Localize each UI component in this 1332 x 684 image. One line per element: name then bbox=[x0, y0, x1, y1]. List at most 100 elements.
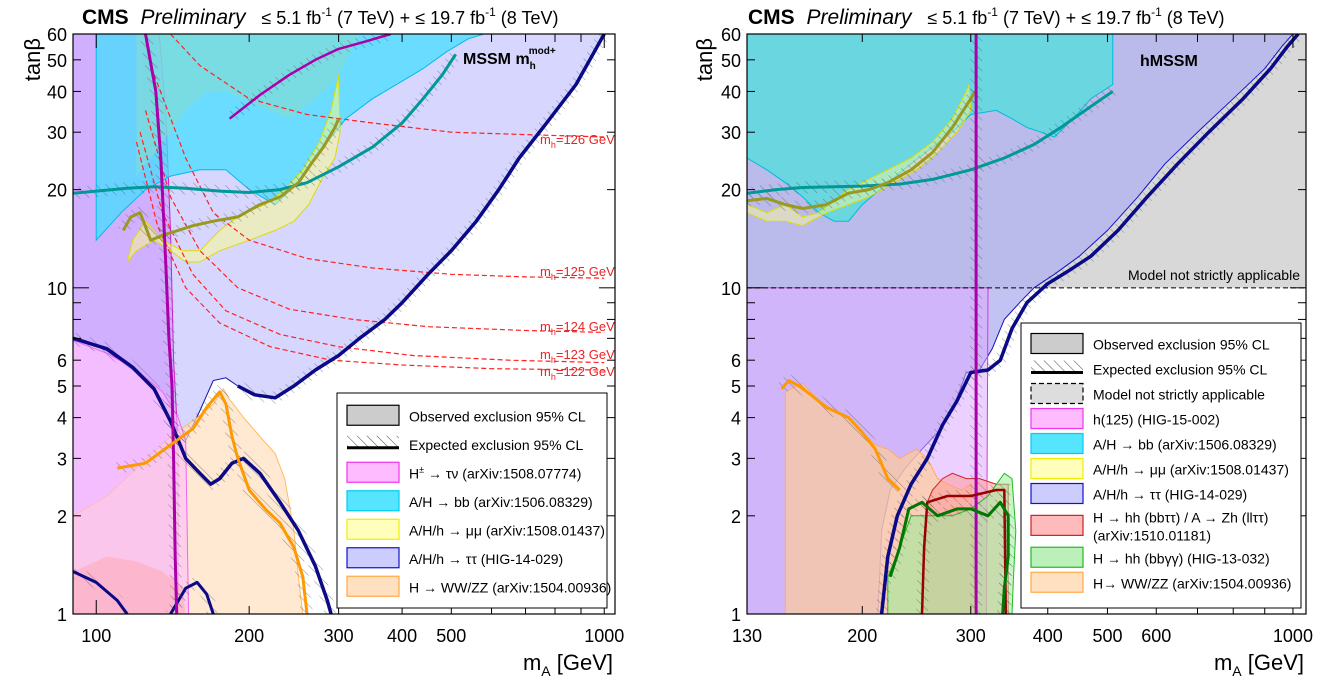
y-tick-label: 20 bbox=[721, 181, 741, 201]
legend-entry-hh_bbgg: H → hh (bbγγ) (HIG-13-032) bbox=[1030, 546, 1270, 568]
y-tick-label: 6 bbox=[57, 351, 67, 371]
left-axes: 100 200 300 400 500 1000 1 2 3 4 5 6 10 20 30 40 50 60 bbox=[47, 25, 624, 646]
right-frame bbox=[746, 33, 1307, 615]
right-panel: CMS Preliminary ≤ 5.1 fb-1 (7 TeV) + ≤ 1… bbox=[692, 5, 1313, 679]
y-tick-label: 10 bbox=[47, 279, 67, 299]
legend-swatch bbox=[1030, 382, 1084, 405]
legend-label: Observed exclusion 95% CL bbox=[409, 408, 586, 424]
legend-entry-bb: A/H → bb (arXiv:1506.08329) bbox=[346, 490, 593, 512]
left-header: CMS Preliminary ≤ 5.1 fb-1 (7 TeV) + ≤ 1… bbox=[82, 5, 559, 29]
y-tick-label: 40 bbox=[47, 82, 67, 102]
legend-label: h(125) (HIG-15-002) bbox=[1093, 412, 1220, 428]
legend-entry-h125: h(125) (HIG-15-002) bbox=[1030, 407, 1220, 430]
legend-entry-exp: Expected exclusion 95% CL bbox=[347, 435, 584, 453]
line-exp_mumu bbox=[121, 118, 340, 242]
legend-label: Observed exclusion 95% CL bbox=[1093, 337, 1270, 353]
cms-label: CMS bbox=[748, 6, 795, 29]
legend-entry-hh_bbtt: H → hh (bbττ) / A → Zh (llττ) (arXiv:1510… bbox=[1030, 509, 1268, 543]
legend-entry-nsa: Model not strictly applicable bbox=[1030, 382, 1265, 405]
y-tick-label: 2 bbox=[57, 507, 67, 527]
left-legend: Observed exclusion 95% CL Expected exclus… bbox=[336, 392, 611, 609]
legend-entry-wwzz: H→ WW/ZZ (arXiv:1504.00936) bbox=[1030, 571, 1291, 593]
mh-label: mh=126 GeV bbox=[540, 132, 615, 150]
x-tick-label: 100 bbox=[81, 626, 111, 646]
right-plot-area bbox=[747, 34, 1306, 614]
line-exp_tautau_right bbox=[236, 34, 606, 400]
line-exp_hpm bbox=[144, 34, 179, 614]
mh-label: mh=122 GeV bbox=[540, 364, 615, 382]
right-ylabel: tanβ bbox=[692, 38, 717, 81]
legend-label: A/H/h → μμ (arXiv:1508.01437) bbox=[1093, 462, 1289, 478]
line-exp_tautau bbox=[879, 34, 1300, 614]
mh-label: mh=123 GeV bbox=[540, 347, 615, 365]
x-tick-label: 500 bbox=[1092, 626, 1122, 646]
line-exp_mumu bbox=[747, 90, 977, 210]
legend-label: A/H → bb (arXiv:1506.08329) bbox=[409, 494, 593, 510]
legend-entry-mumu: A/H/h → μμ (arXiv:1508.01437) bbox=[346, 518, 605, 540]
cms-label: CMS bbox=[82, 6, 129, 29]
legend-label: H± → τν (arXiv:1508.07774) bbox=[409, 464, 581, 481]
y-tick-label: 50 bbox=[47, 51, 67, 71]
region-red_low bbox=[73, 556, 186, 614]
left-frame bbox=[72, 33, 616, 615]
x-tick-label: 400 bbox=[1033, 626, 1063, 646]
legend-swatch bbox=[1030, 407, 1084, 430]
mh-label: mh=125 GeV bbox=[540, 264, 615, 282]
legend-swatch bbox=[346, 490, 400, 512]
mh-label: mh=124 GeV bbox=[540, 319, 615, 337]
right-axes: 130 200 300 400 500 600 1000 1 2 3 4 5 6 10 20 30 40 50 60 bbox=[721, 25, 1313, 646]
legend-entry-exp: Expected exclusion 95% CL bbox=[1031, 360, 1268, 378]
line-exp_tautau bbox=[73, 336, 333, 614]
x-tick-label: 130 bbox=[732, 626, 762, 646]
legend-label-2: (arXiv:1510.01181) bbox=[1093, 527, 1211, 543]
line-exp_hpm_top bbox=[228, 34, 392, 120]
legend-swatch bbox=[1030, 514, 1084, 536]
line-exp_bbtt bbox=[920, 488, 1008, 614]
legend-entry-hpm: H± → τν (arXiv:1508.07774) bbox=[346, 461, 581, 483]
line-exp_wwzz bbox=[117, 390, 309, 614]
legend-swatch bbox=[346, 547, 400, 569]
legend-entry-tautau: A/H/h → ττ (HIG-14-029) bbox=[346, 547, 563, 569]
y-tick-label: 20 bbox=[47, 181, 67, 201]
mh-contour-4 bbox=[135, 141, 605, 371]
y-tick-label: 30 bbox=[721, 123, 741, 143]
y-tick-label: 6 bbox=[731, 351, 741, 371]
x-tick-label: 300 bbox=[324, 626, 354, 646]
legend-entry-bb: A/H → bb (arXiv:1506.08329) bbox=[1030, 432, 1277, 455]
legend-label: H → WW/ZZ (arXiv:1504.00936) bbox=[409, 579, 611, 595]
legend-label: A/H/h → μμ (arXiv:1508.01437) bbox=[409, 522, 605, 538]
y-tick-label: 4 bbox=[731, 409, 741, 429]
x-tick-label: 1000 bbox=[1273, 626, 1313, 646]
legend-entry-tautau: A/H/h → ττ (HIG-14-029) bbox=[1030, 482, 1247, 505]
right-xlabel: mA [GeV] bbox=[1214, 650, 1304, 679]
legend-label: A/H/h → ττ (HIG-14-029) bbox=[1093, 487, 1247, 503]
x-tick-label: 500 bbox=[436, 626, 466, 646]
y-tick-label: 40 bbox=[721, 82, 741, 102]
legend-swatch bbox=[346, 518, 400, 540]
y-tick-label: 3 bbox=[57, 449, 67, 469]
y-tick-label: 4 bbox=[57, 409, 67, 429]
right-model-label: hMSSM bbox=[1140, 53, 1198, 70]
legend-hatch bbox=[1031, 360, 1083, 373]
y-tick-label: 2 bbox=[731, 507, 741, 527]
legend-label: H → hh (bbγγ) (HIG-13-032) bbox=[1093, 550, 1270, 566]
legend-swatch bbox=[346, 575, 400, 597]
legend-swatch bbox=[1030, 546, 1084, 568]
left-mh-labels: mh=126 GeV mh=125 GeV mh=124 GeV mh=123 GeV… bbox=[540, 132, 615, 382]
legend-label: A/H → bb (arXiv:1506.08329) bbox=[1093, 437, 1277, 453]
mh-contour-0 bbox=[170, 34, 605, 138]
y-tick-label: 50 bbox=[721, 51, 741, 71]
left-panel: CMS Preliminary ≤ 5.1 fb-1 (7 TeV) + ≤ 1… bbox=[20, 5, 624, 679]
legend-label: H→ WW/ZZ (arXiv:1504.00936) bbox=[1093, 575, 1291, 591]
y-tick-label: 60 bbox=[721, 25, 741, 45]
x-tick-label: 300 bbox=[956, 626, 986, 646]
legend-swatch bbox=[1030, 457, 1084, 480]
legend-label: H → hh (bbττ) / A → Zh (llττ) bbox=[1093, 509, 1268, 525]
x-tick-label: 600 bbox=[1141, 626, 1171, 646]
y-tick-label: 60 bbox=[47, 25, 67, 45]
y-tick-label: 3 bbox=[731, 449, 741, 469]
legend-label: A/H/h → ττ (HIG-14-029) bbox=[409, 551, 563, 567]
legend-entry-obs: Observed exclusion 95% CL bbox=[346, 404, 586, 426]
line-exp_bb bbox=[747, 90, 1114, 195]
